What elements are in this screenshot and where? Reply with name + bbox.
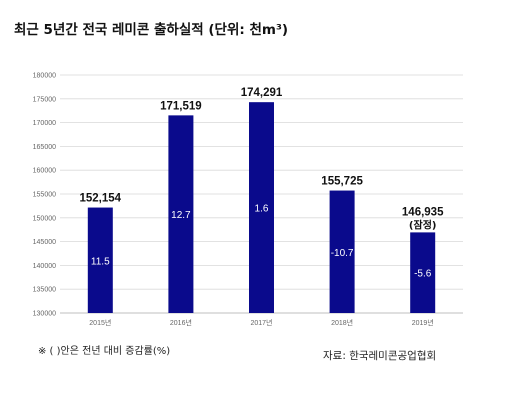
- change-label: 12.7: [171, 210, 191, 221]
- bar: [249, 102, 274, 314]
- data-label: 171,519: [160, 100, 202, 112]
- data-sublabel: (잠정): [409, 218, 437, 231]
- y-tick-label: 180000: [33, 73, 56, 80]
- y-tick-label: 170000: [33, 120, 56, 127]
- data-label: 174,291: [241, 87, 283, 99]
- data-label: 155,725: [321, 176, 363, 188]
- bar: [410, 232, 436, 313]
- x-tick-label: 2015년: [89, 318, 111, 327]
- bar: [329, 190, 355, 313]
- change-label: 1.6: [255, 204, 269, 215]
- y-tick-label: 135000: [33, 287, 56, 294]
- change-label: -10.7: [331, 248, 354, 259]
- y-tick-label: 175000: [33, 96, 56, 103]
- y-tick-label: 130000: [33, 311, 56, 318]
- x-tick-label: 2019년: [412, 318, 434, 327]
- x-tick-label: 2018년: [331, 318, 353, 327]
- bar: [168, 115, 194, 313]
- footnote: ※ ( )안은 전년 대비 증감률(%): [38, 346, 171, 357]
- x-tick-label: 2017년: [250, 318, 272, 327]
- change-label: -5.6: [414, 269, 432, 280]
- y-tick-label: 160000: [33, 168, 56, 175]
- data-label: 152,154: [80, 193, 122, 205]
- y-tick-label: 165000: [33, 144, 56, 151]
- chart-title: 최근 5년간 전국 레미콘 출하실적 (단위: 천m³): [14, 22, 289, 38]
- y-tick-label: 150000: [33, 215, 56, 222]
- x-tick-label: 2016년: [170, 318, 192, 327]
- y-tick-label: 140000: [33, 263, 56, 270]
- y-tick-label: 155000: [33, 192, 56, 199]
- change-label: 11.5: [91, 256, 110, 267]
- source-note: 자료: 한국레미콘공업협회: [323, 350, 437, 362]
- bar: [87, 207, 113, 313]
- data-label: 146,935: [402, 206, 444, 218]
- y-tick-label: 145000: [33, 239, 56, 246]
